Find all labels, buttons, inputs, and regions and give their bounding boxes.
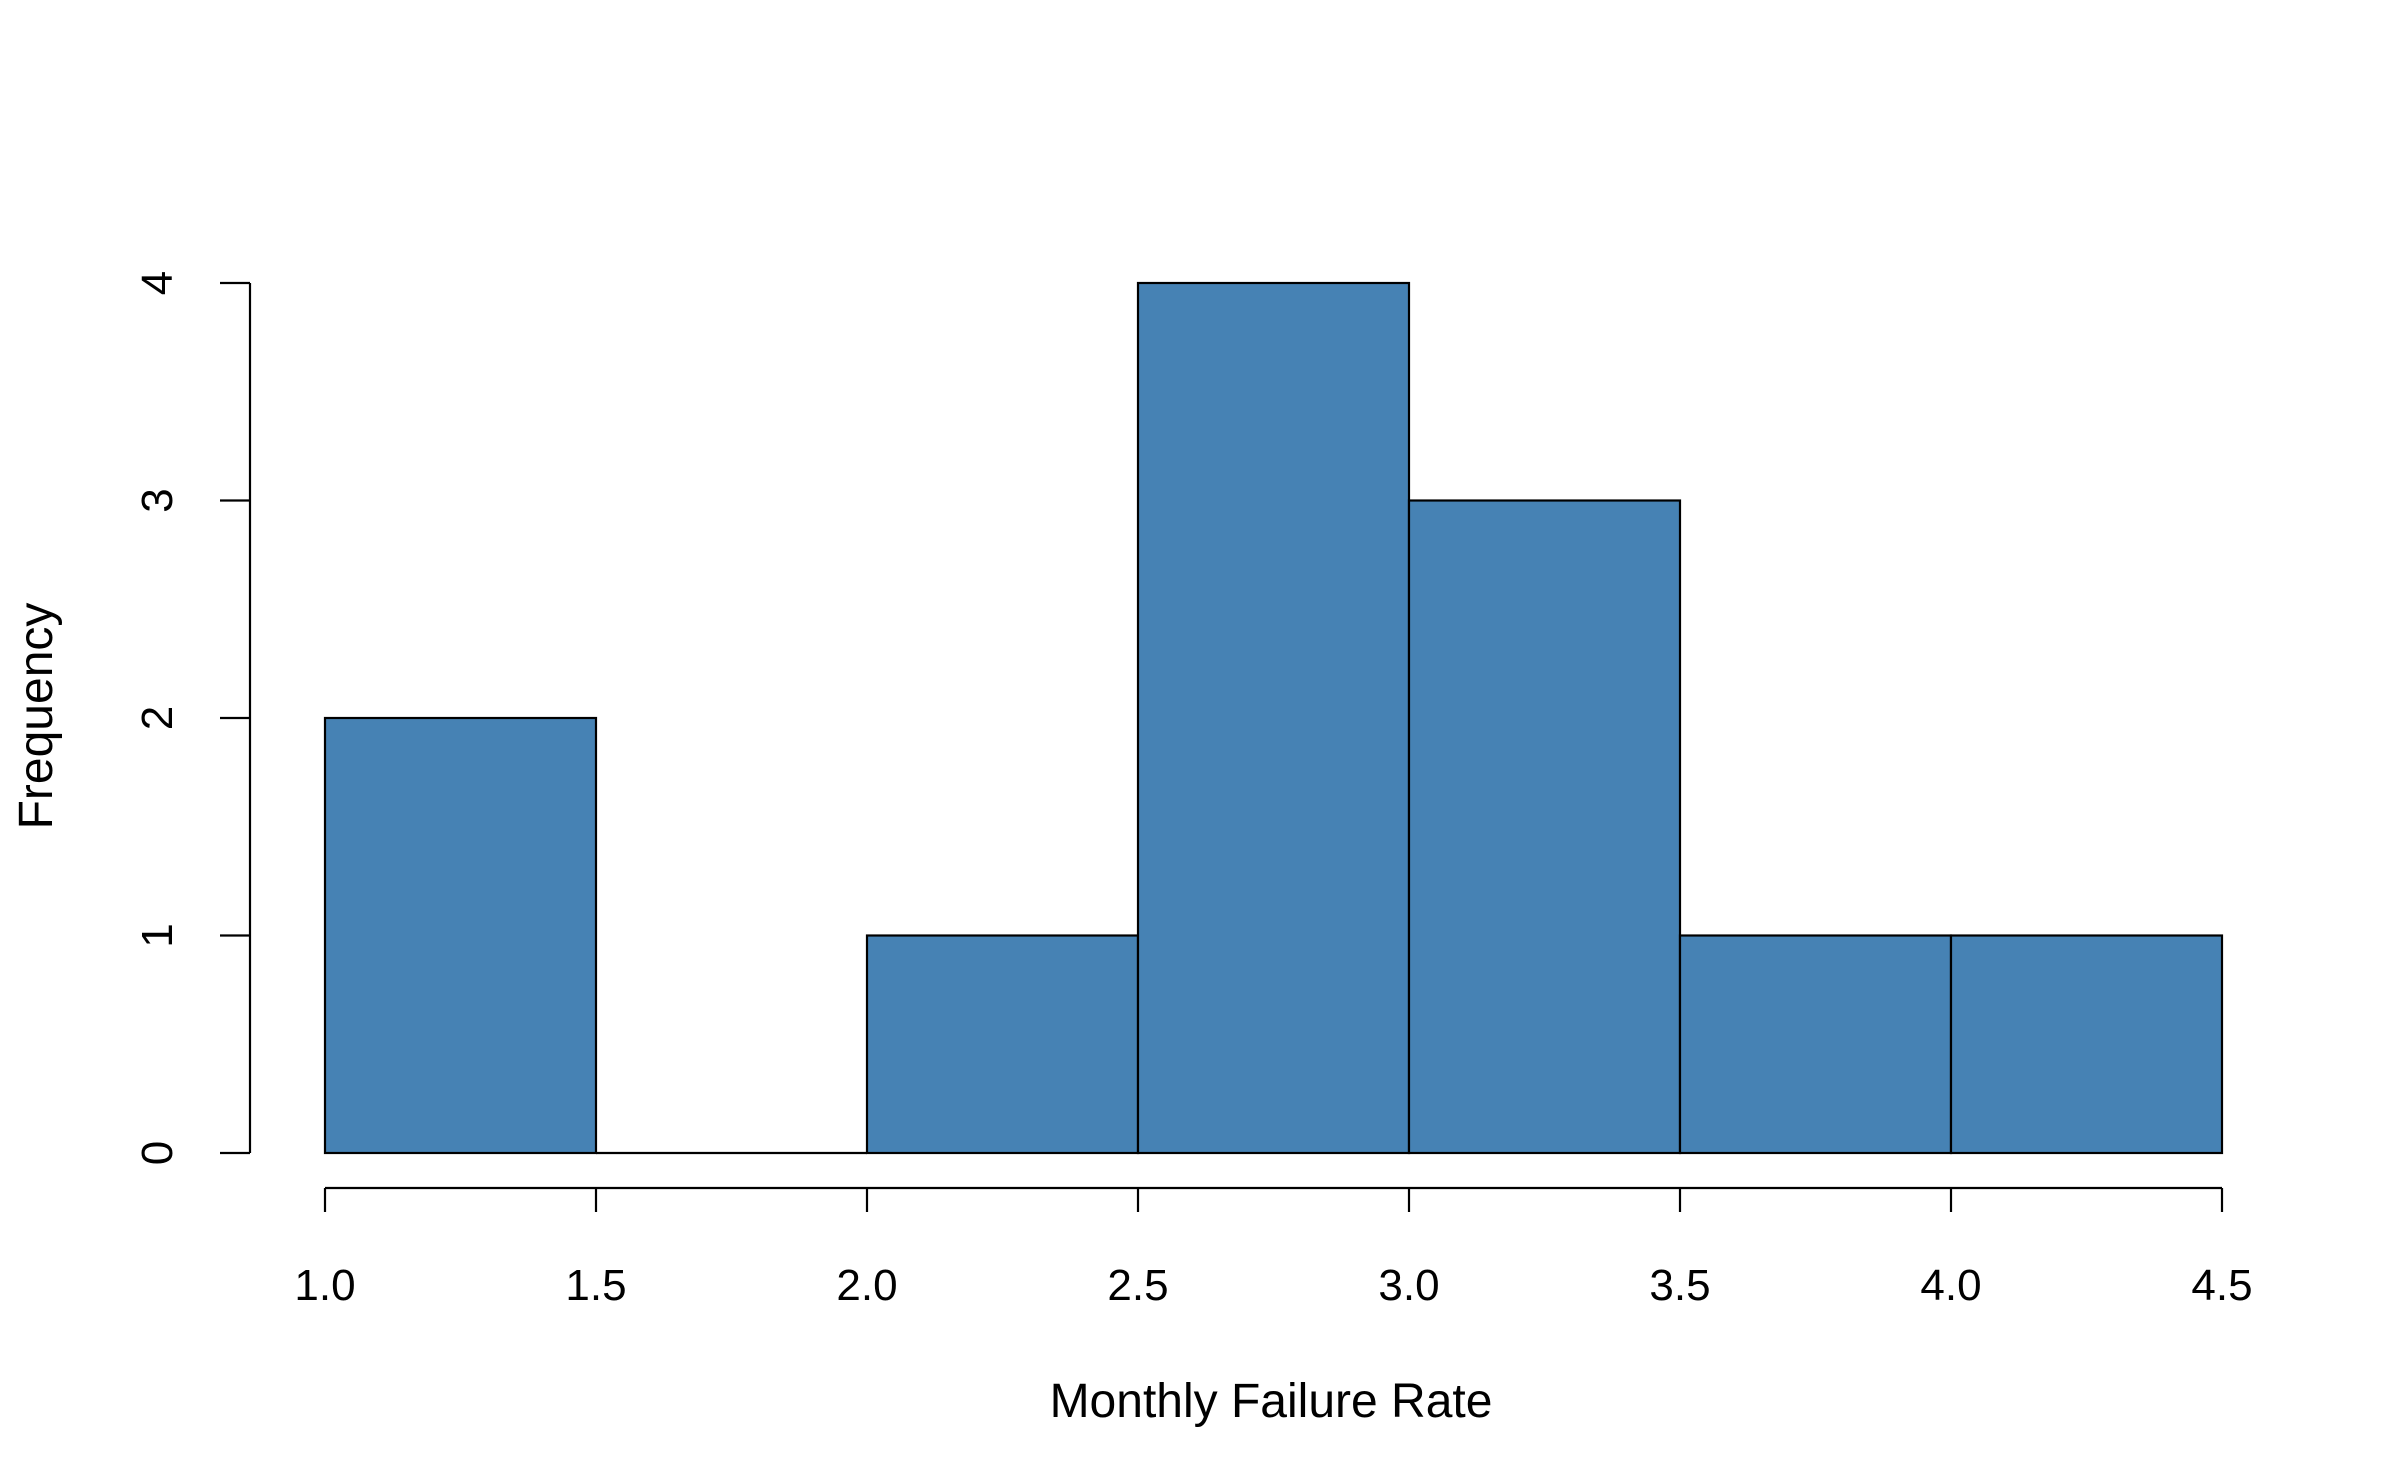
histogram-bar-2 [865,934,1140,1155]
x-tick-label: 4.0 [1920,1261,1981,1310]
y-tick-label: 0 [133,1141,182,1165]
x-tick-label: 3.5 [1649,1261,1710,1310]
y-tick-label: 3 [133,488,182,512]
x-axis-title: Monthly Failure Rate [1050,1375,1493,1428]
x-tick-label: 4.5 [2191,1261,2252,1310]
y-tick-label: 2 [133,706,182,730]
histogram-bars [323,281,2224,1155]
x-tick-label: 3.0 [1378,1261,1439,1310]
x-tick-label: 2.0 [836,1261,897,1310]
y-axis-title: Frequency [10,603,63,830]
x-tick-label: 2.5 [1107,1261,1168,1310]
y-tick-label: 4 [133,271,182,295]
x-tick-label: 1.0 [294,1261,355,1310]
histogram-bar-4 [1407,499,1682,1155]
y-tick-label: 1 [133,923,182,947]
histogram-bar-3 [1136,281,1411,1155]
histogram-bar-5 [1678,934,1953,1155]
histogram-bar-0 [323,716,598,1155]
histogram-bar-6 [1949,934,2224,1155]
y-axis: 0 1 2 3 4 [133,271,252,1165]
x-axis: 1.0 1.5 2.0 2.5 3.0 3.5 4.0 4.5 [294,1186,2253,1310]
x-tick-label: 1.5 [565,1261,626,1310]
